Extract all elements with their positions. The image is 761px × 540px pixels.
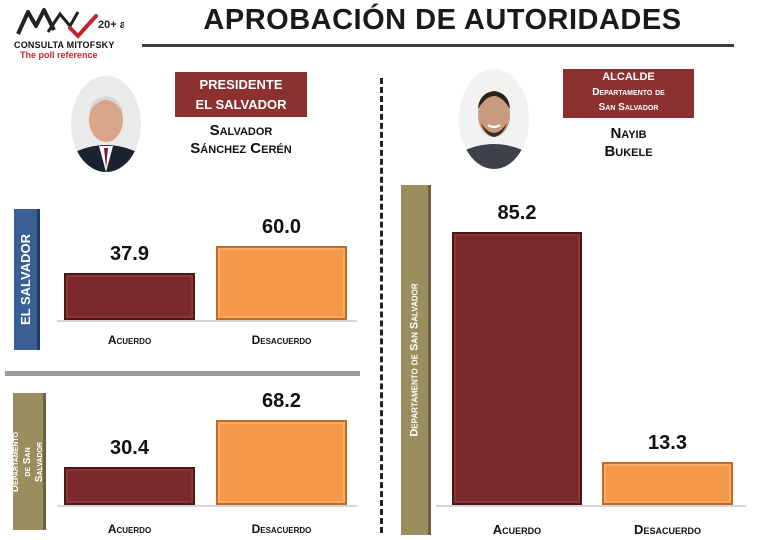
category-label-desacuerdo: Desacuerdo (251, 522, 312, 536)
official-name-right: Nayib Bukele (563, 125, 694, 161)
portrait-sanchez-ceren (71, 76, 141, 172)
bar-acuerdo (64, 467, 195, 505)
dashed-divider (380, 78, 383, 533)
panel-label-el-salvador: EL SALVADOR (14, 209, 40, 350)
role-box-mayor: ALCALDE Departamento de San Salvador (563, 69, 694, 118)
data-label-acuerdo: 85.2 (497, 201, 537, 224)
data-label-acuerdo: 30.4 (110, 437, 149, 460)
role-line-1: ALCALDE (602, 71, 655, 83)
title-rule (142, 44, 734, 47)
brand-tagline: The poll reference (20, 50, 98, 60)
bar-acuerdo (64, 273, 195, 320)
bar-acuerdo (452, 231, 582, 505)
portrait-bukele (459, 69, 529, 169)
panel-separator (5, 371, 360, 376)
data-label-desacuerdo: 60.0 (262, 215, 301, 238)
brand-name: CONSULTA MITOFSKY (14, 40, 115, 50)
panel-label-text: Departamento de San Salvador (408, 283, 421, 437)
name-line-1: Nayib (610, 125, 647, 142)
category-label-acuerdo: Acuerdo (107, 522, 152, 536)
panel-label-text: EL SALVADOR (18, 233, 34, 326)
name-line-1: Salvador (209, 122, 273, 139)
logo-badge: 20+ años (98, 19, 124, 31)
chart-baseline (57, 505, 357, 507)
role-line-1: PRESIDENTE (199, 77, 283, 92)
role-line-3: San Salvador (598, 102, 659, 113)
data-label-acuerdo: 37.9 (110, 243, 149, 265)
role-line-2: EL SALVADOR (195, 97, 287, 112)
role-line-2: Departamento de (592, 87, 665, 98)
page-title: APROBACIÓN DE AUTORIDADES (203, 4, 682, 36)
name-line-2: Bukele (604, 143, 653, 160)
category-label-acuerdo: Acuerdo (492, 522, 542, 537)
panel-label-san-salvador-left: Departamento de San Salvador (10, 393, 46, 530)
panel-label-san-salvador-right: Departamento de San Salvador (401, 185, 431, 535)
mitofsky-logo: 20+ años (16, 8, 124, 39)
data-label-desacuerdo: 13.3 (648, 432, 687, 455)
name-line-2: Sánchez Cerén (190, 140, 292, 157)
category-label-acuerdo: Acuerdo (107, 333, 152, 347)
official-name-left: Salvador Sánchez Cerén (170, 122, 312, 158)
category-label-desacuerdo: Desacuerdo (634, 522, 701, 537)
category-label-desacuerdo: Desacuerdo (251, 333, 312, 347)
chart-baseline (57, 320, 357, 322)
bar-desacuerdo (216, 245, 347, 320)
panel-label-text: Departamento de San Salvador (10, 431, 45, 492)
data-label-desacuerdo: 68.2 (262, 390, 301, 413)
chart-baseline (436, 505, 746, 507)
bar-desacuerdo (216, 420, 347, 505)
bar-desacuerdo (602, 462, 733, 505)
role-box-president: PRESIDENTE EL SALVADOR (175, 72, 307, 117)
